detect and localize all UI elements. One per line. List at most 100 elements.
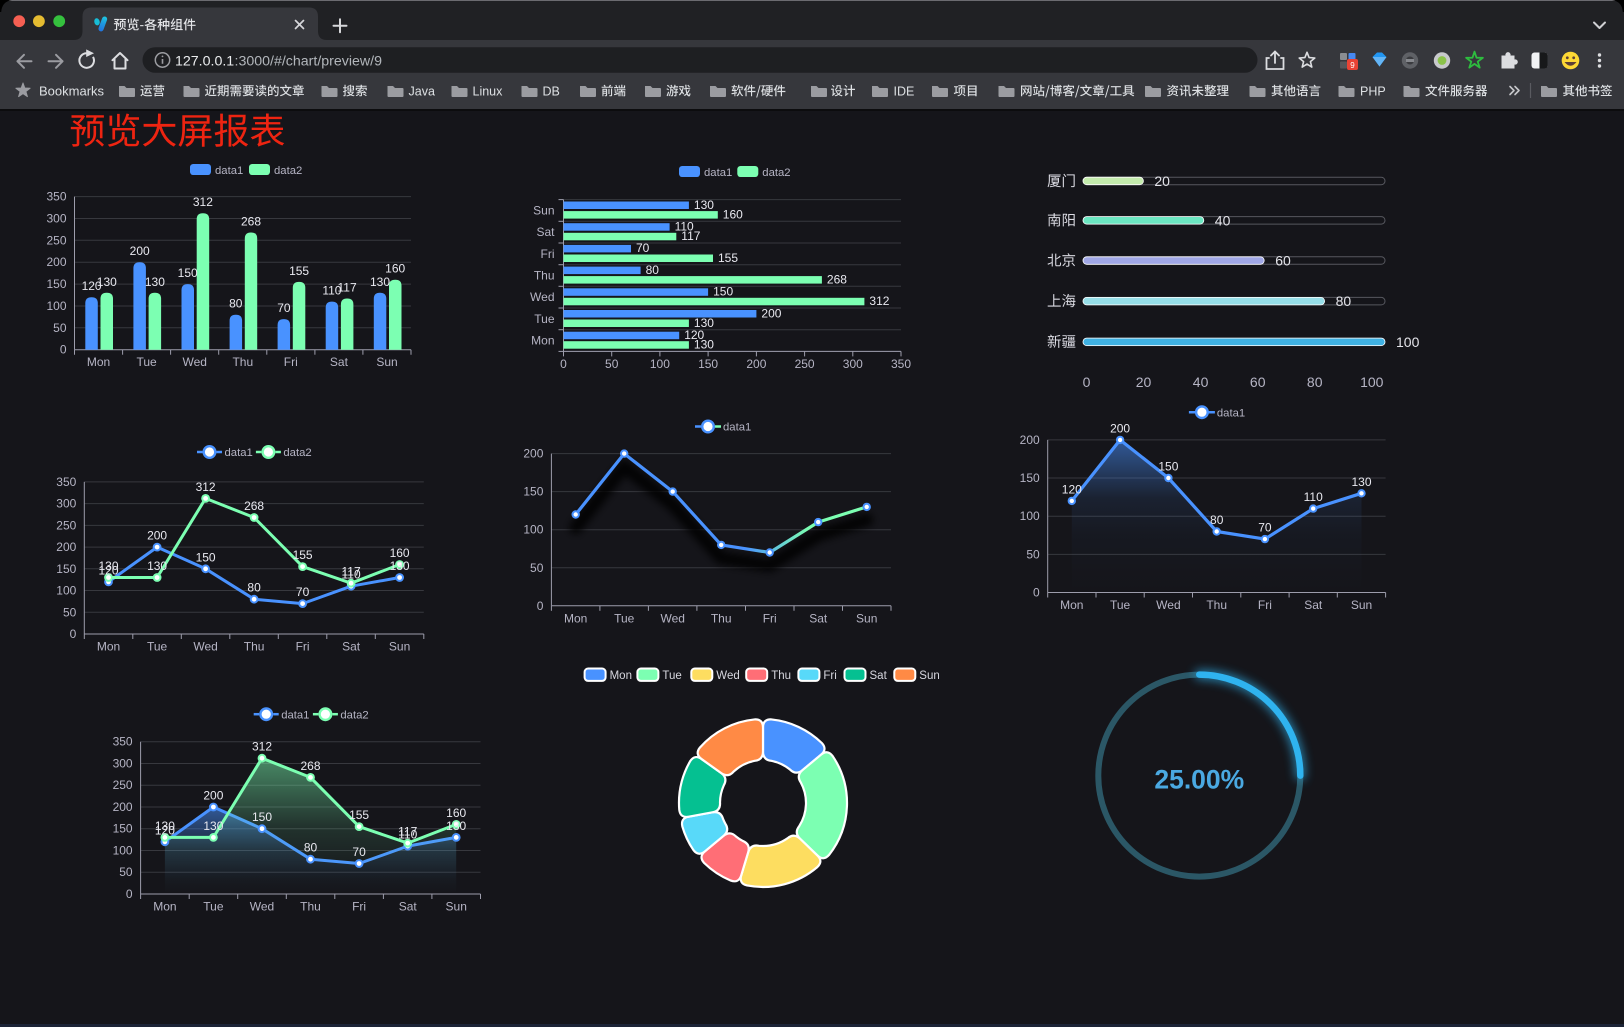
svg-text:Mon: Mon — [610, 670, 632, 682]
svg-text:Tue: Tue — [1110, 598, 1131, 612]
svg-text:Sat: Sat — [870, 670, 888, 682]
svg-text:100: 100 — [1020, 509, 1040, 523]
svg-text:50: 50 — [53, 321, 67, 335]
svg-text:100: 100 — [523, 523, 543, 537]
svg-text:80: 80 — [304, 841, 318, 855]
svg-text:200: 200 — [1110, 421, 1130, 435]
svg-text:DB: DB — [543, 84, 560, 98]
svg-text:110: 110 — [1304, 490, 1323, 504]
svg-text:data1: data1 — [215, 165, 243, 177]
svg-text:Thu: Thu — [534, 269, 555, 283]
svg-text:9: 9 — [1350, 61, 1355, 70]
svg-text:Thu: Thu — [232, 355, 253, 369]
svg-text:Wed: Wed — [182, 355, 206, 369]
svg-text:Mon: Mon — [153, 900, 176, 914]
svg-text:130: 130 — [203, 819, 223, 833]
svg-text:50: 50 — [530, 561, 544, 575]
svg-text:150: 150 — [252, 810, 272, 824]
svg-text:Fri: Fri — [352, 900, 366, 914]
svg-text:155: 155 — [289, 264, 309, 278]
svg-text:data1: data1 — [723, 422, 751, 434]
svg-text:Sun: Sun — [533, 203, 554, 217]
svg-text:Wed: Wed — [716, 670, 739, 682]
svg-text:130: 130 — [155, 819, 175, 833]
svg-text:Sun: Sun — [919, 670, 939, 682]
svg-text:300: 300 — [843, 357, 863, 371]
svg-text::3000/#/chart/preview/9: :3000/#/chart/preview/9 — [235, 53, 383, 69]
svg-text:350: 350 — [891, 357, 911, 371]
svg-text:70: 70 — [296, 585, 310, 599]
svg-text:70: 70 — [1258, 521, 1272, 535]
svg-text:Mon: Mon — [87, 355, 110, 369]
svg-text:Thu: Thu — [244, 640, 265, 654]
svg-text:Thu: Thu — [300, 900, 321, 914]
svg-text:0: 0 — [60, 343, 67, 357]
svg-text:130: 130 — [694, 316, 714, 330]
svg-text:40: 40 — [1193, 374, 1209, 390]
svg-text:120: 120 — [82, 279, 102, 293]
svg-text:data1: data1 — [704, 167, 732, 179]
svg-text:100: 100 — [1360, 374, 1384, 390]
svg-text:80: 80 — [229, 297, 243, 311]
svg-text:80: 80 — [1307, 374, 1323, 390]
svg-text:130: 130 — [147, 559, 167, 573]
svg-text:200: 200 — [130, 244, 150, 258]
svg-text:250: 250 — [795, 357, 815, 371]
svg-text:155: 155 — [293, 548, 313, 562]
svg-text:120: 120 — [1062, 482, 1082, 496]
svg-text:200: 200 — [523, 447, 543, 461]
svg-text:200: 200 — [1020, 433, 1040, 447]
svg-text:Sat: Sat — [536, 225, 555, 239]
svg-text:Mon: Mon — [97, 640, 120, 654]
svg-text:250: 250 — [46, 233, 66, 247]
svg-text:268: 268 — [827, 273, 847, 287]
svg-text:0: 0 — [1033, 586, 1040, 600]
svg-text:IDE: IDE — [894, 84, 915, 98]
svg-text:120: 120 — [98, 563, 118, 577]
svg-text:Mon: Mon — [531, 334, 554, 348]
svg-text:117: 117 — [342, 565, 361, 579]
svg-text:312: 312 — [196, 480, 216, 494]
svg-text:40: 40 — [1215, 212, 1231, 228]
svg-text:130: 130 — [98, 559, 118, 573]
svg-text:Tue: Tue — [614, 611, 635, 625]
svg-text:200: 200 — [147, 529, 167, 543]
svg-text:Wed: Wed — [1156, 598, 1180, 612]
svg-text:300: 300 — [56, 497, 76, 511]
svg-text:50: 50 — [1026, 547, 1040, 561]
svg-text:130: 130 — [97, 275, 117, 289]
svg-text:130: 130 — [694, 338, 714, 352]
svg-text:268: 268 — [241, 215, 261, 229]
svg-text:0: 0 — [1083, 374, 1091, 390]
svg-text:0: 0 — [537, 599, 544, 613]
svg-text:120: 120 — [155, 823, 175, 837]
svg-text:60: 60 — [1275, 253, 1291, 269]
svg-text:PHP: PHP — [1360, 84, 1386, 98]
svg-text:data1: data1 — [281, 709, 309, 721]
svg-text:Tue: Tue — [662, 670, 681, 682]
svg-text:Thu: Thu — [711, 611, 732, 625]
svg-text:150: 150 — [46, 277, 66, 291]
svg-text:155: 155 — [349, 808, 369, 822]
svg-text:Sun: Sun — [1351, 598, 1372, 612]
svg-text:data2: data2 — [283, 447, 311, 459]
svg-text:160: 160 — [390, 546, 410, 560]
svg-text:70: 70 — [277, 301, 291, 315]
svg-text:250: 250 — [56, 518, 76, 532]
svg-text:117: 117 — [681, 229, 700, 243]
svg-text:150: 150 — [713, 285, 733, 299]
svg-text:Linux: Linux — [473, 84, 504, 98]
svg-text:Sat: Sat — [809, 611, 828, 625]
svg-text:80: 80 — [1336, 293, 1352, 309]
svg-text:300: 300 — [46, 212, 66, 226]
svg-text:300: 300 — [113, 757, 133, 771]
svg-text:200: 200 — [761, 306, 781, 320]
svg-text:0: 0 — [560, 357, 567, 371]
svg-text:130: 130 — [145, 275, 165, 289]
svg-text:110: 110 — [342, 568, 361, 582]
svg-text:80: 80 — [247, 581, 261, 595]
svg-text:0: 0 — [126, 887, 133, 901]
svg-text:117: 117 — [398, 825, 417, 839]
svg-text:Tue: Tue — [147, 640, 168, 654]
svg-text:Sat: Sat — [330, 355, 349, 369]
